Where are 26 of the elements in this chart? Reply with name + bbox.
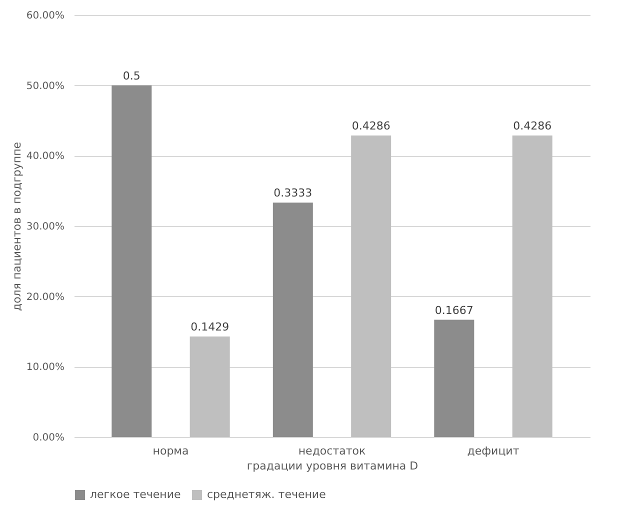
- data-label: 0.3333: [274, 186, 312, 200]
- data-label: 0.5: [122, 69, 140, 82]
- x-axis-title: градации уровня витамина D: [246, 460, 418, 472]
- y-tick-label: 40.00%: [26, 151, 64, 162]
- bar: [272, 202, 313, 437]
- bar: [434, 320, 474, 437]
- legend-label: среднетяж. течение: [207, 488, 326, 501]
- bar: [512, 136, 552, 437]
- x-tick-label: норма: [152, 444, 189, 458]
- data-label: 0.1667: [434, 304, 474, 317]
- legend-label: легкое течение: [90, 488, 181, 501]
- y-tick-label: 50.00%: [26, 80, 64, 92]
- y-tick-label: 0.00%: [32, 432, 64, 444]
- data-label: 0.1429: [190, 320, 230, 334]
- bar: [112, 85, 152, 437]
- y-tick-label: 20.00%: [26, 292, 64, 303]
- x-tick-label: недостаток: [298, 444, 366, 458]
- data-label: 0.4286: [513, 120, 552, 133]
- y-axis-title: доля пациентов в подгруппе: [10, 142, 24, 312]
- bar: [190, 336, 230, 437]
- y-tick-label: 60.00%: [26, 10, 64, 22]
- y-tick-label: 10.00%: [26, 362, 64, 374]
- x-tick-label: дефицит: [467, 444, 520, 458]
- y-tick-label: 30.00%: [26, 222, 64, 232]
- bar: [351, 136, 392, 437]
- data-label: 0.4286: [352, 120, 390, 133]
